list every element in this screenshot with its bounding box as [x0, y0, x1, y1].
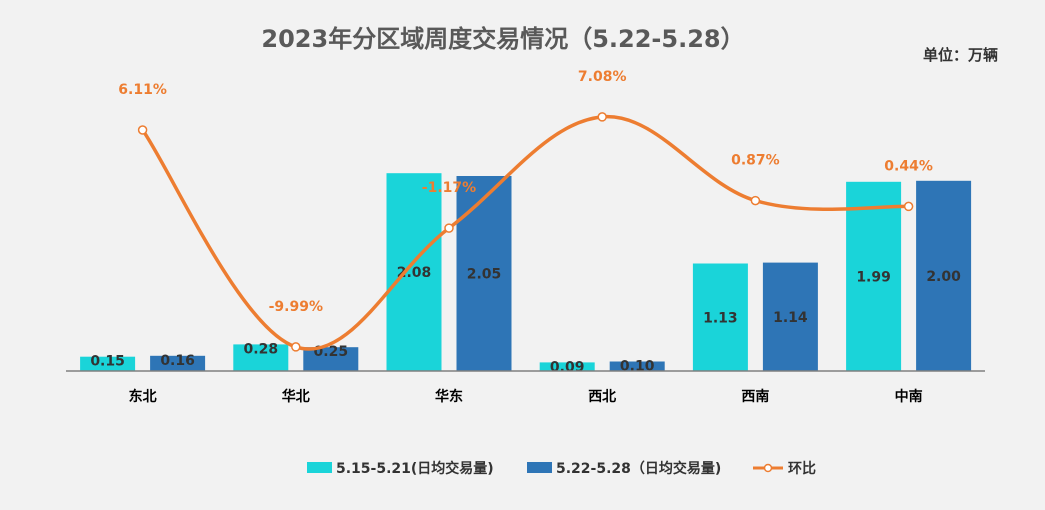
bar-value-label: 1.14	[773, 310, 808, 326]
bar-value-label: 0.10	[620, 359, 655, 375]
legend-label: 5.15-5.21(日均交易量)	[336, 460, 494, 477]
bar-value-label: 1.13	[703, 310, 738, 326]
bar-1-3	[386, 173, 442, 371]
bar-value-label: 2.00	[926, 269, 961, 285]
ratio-point	[291, 342, 301, 352]
bar-2-4	[609, 361, 665, 371]
category-labels: 东北 华北 华东 西北 西南 中南	[129, 388, 923, 405]
bar-1-6	[846, 181, 902, 371]
bar-2-1	[150, 355, 206, 371]
ratio-label: 7.08%	[578, 69, 627, 85]
bar-2-3	[456, 176, 512, 371]
ratio-label: -1.17%	[422, 180, 476, 196]
legend: 5.15-5.21(日均交易量) 5.22-5.28（日均交易量) 环比	[307, 460, 816, 477]
category-label: 中南	[895, 388, 923, 405]
bar-2-2	[303, 347, 359, 371]
bar-value-label: 2.05	[467, 267, 502, 283]
ratio-label: 0.44%	[884, 158, 933, 174]
category-label: 西北	[588, 389, 616, 405]
ratio-point	[750, 195, 761, 206]
bar-value-label: 0.16	[160, 353, 195, 369]
category-label: 华北	[282, 388, 310, 405]
ratio-point	[137, 125, 148, 135]
ratio-label: -9.99%	[269, 299, 323, 315]
bar-value-label: 0.28	[244, 341, 279, 357]
bars-layer: 0.15 0.160.28 0.252.08 2.050.09 0.101.13 1.14…	[80, 173, 972, 375]
bar-1-2	[233, 344, 289, 371]
bar-value-label: 0.15	[90, 354, 125, 370]
bar-1-1	[80, 356, 136, 371]
bar-2-6	[916, 180, 972, 371]
legend-line-marker	[763, 463, 773, 473]
ratio-label: 0.87%	[731, 153, 780, 169]
ratio-point	[597, 112, 607, 122]
category-label: 东北	[129, 388, 157, 405]
ratio-label: 6.11%	[118, 82, 167, 98]
legend-label: 5.22-5.28（日均交易量)	[556, 460, 721, 477]
bar-value-label: 1.99	[856, 269, 891, 285]
chart-title: 2023年分区域周度交易情况（5.22-5.28）	[261, 25, 744, 53]
category-label: 华东	[435, 388, 463, 405]
ratio-point	[444, 223, 454, 233]
legend-swatch	[527, 462, 552, 473]
legend-label: 环比	[788, 460, 816, 477]
line-series-layer: 6.11% -9.99% -1.17% 7.08% 0.87% 0.44%	[118, 69, 933, 352]
bar-value-label: 0.09	[550, 359, 585, 375]
bar-1-4	[539, 362, 595, 371]
bar-2-5	[762, 262, 818, 371]
ratio-point	[903, 201, 914, 212]
chart-unit-label: 单位：万辆	[923, 46, 998, 64]
category-label: 西南	[741, 388, 769, 405]
legend-swatch	[307, 462, 332, 473]
bar-1-5	[692, 263, 748, 371]
